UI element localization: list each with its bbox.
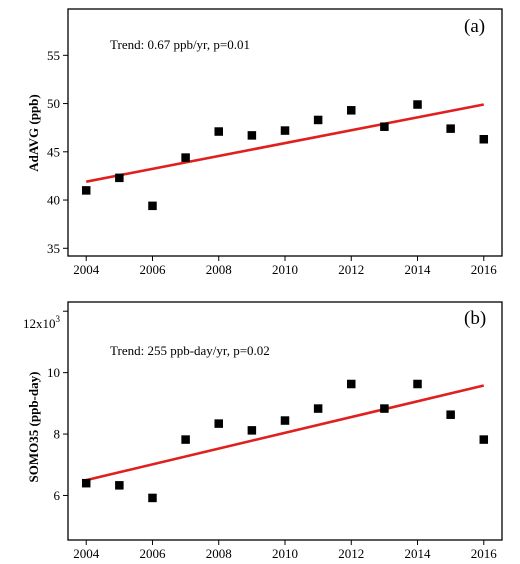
data-point — [181, 153, 190, 162]
plot-frame — [67, 8, 503, 257]
x-tick-label: 2006 — [139, 262, 166, 277]
data-points — [81, 100, 489, 211]
y-tick-label: 55 — [47, 48, 60, 63]
data-point — [115, 173, 124, 183]
panel-b: SOMO35 (ppb-day) Trend: 255 ppb-day/yr, … — [23, 301, 503, 561]
x-tick-label: 2012 — [338, 262, 364, 277]
data-point — [380, 404, 389, 413]
trend-line-group — [85, 103, 485, 183]
data-point — [446, 124, 455, 133]
x-tick-label: 2006 — [139, 546, 166, 561]
data-point — [115, 481, 124, 490]
y-tick-label: 45 — [47, 144, 60, 159]
x-tick-label: 2016 — [471, 546, 498, 561]
data-points — [81, 379, 489, 503]
y-tick-label: 8 — [54, 427, 61, 442]
x-tick-label: 2008 — [206, 262, 232, 277]
data-point — [347, 379, 356, 389]
y-axis-label: SOMO35 (ppb-day) — [26, 372, 41, 483]
y-tick-label: 10 — [47, 365, 60, 380]
data-point — [479, 135, 489, 144]
data-point — [313, 115, 323, 125]
data-point — [214, 419, 223, 428]
trend-annotation: Trend: 0.67 ppb/yr, p=0.01 — [110, 37, 250, 52]
data-point — [247, 426, 257, 435]
y-tick-label: 50 — [47, 96, 60, 111]
x-tick-label: 2010 — [272, 546, 298, 561]
trend-line-group — [85, 384, 485, 482]
y-axis-label: AdAVG (ppb) — [26, 94, 41, 171]
data-point — [413, 100, 422, 109]
panel-label: (b) — [464, 308, 486, 329]
data-point — [280, 416, 290, 425]
data-point — [81, 186, 91, 195]
data-point — [446, 410, 455, 419]
y-axis: 6 8 10 — [47, 310, 68, 503]
x-tick-label: 2012 — [338, 546, 364, 561]
x-tick-label: 2010 — [272, 262, 298, 277]
trend-line — [85, 103, 485, 183]
y-tick-label: 35 — [47, 241, 60, 256]
data-point — [313, 404, 323, 413]
x-tick-label: 2014 — [405, 546, 432, 561]
trend-line — [85, 384, 485, 482]
data-point — [347, 106, 356, 115]
x-tick-label: 2004 — [73, 546, 100, 561]
data-point — [479, 435, 489, 444]
x-tick-label: 2016 — [471, 262, 498, 277]
x-axis: 2004 2006 2008 2010 2012 2014 2016 — [73, 256, 497, 277]
x-tick-label: 2004 — [73, 262, 100, 277]
x-axis: 2004 2006 2008 2010 2012 2014 2016 — [73, 540, 497, 561]
x-tick-label: 2008 — [206, 546, 232, 561]
data-point — [247, 131, 257, 140]
multiplier-exponent: 3 — [56, 314, 61, 324]
data-point — [148, 493, 157, 503]
panel-label: (a) — [464, 16, 485, 37]
data-point — [181, 435, 190, 444]
data-point — [214, 127, 223, 136]
data-point — [280, 126, 290, 135]
y-axis-multiplier: 12x103 — [23, 314, 61, 331]
y-tick-label: 6 — [54, 488, 61, 503]
panel-a: AdAVG (ppb) Trend: 0.67 ppb/yr, p=0.01 (… — [26, 8, 503, 277]
data-point — [413, 379, 422, 389]
data-point — [380, 122, 389, 131]
x-tick-label: 2014 — [405, 262, 432, 277]
data-point — [148, 201, 157, 211]
y-axis: 35 40 45 50 55 — [47, 48, 68, 256]
data-point — [81, 478, 91, 488]
multiplier-base: 12x10 — [23, 316, 56, 331]
plot-frame — [67, 301, 503, 541]
trend-annotation: Trend: 255 ppb-day/yr, p=0.02 — [110, 343, 270, 358]
y-tick-label: 40 — [47, 193, 60, 208]
